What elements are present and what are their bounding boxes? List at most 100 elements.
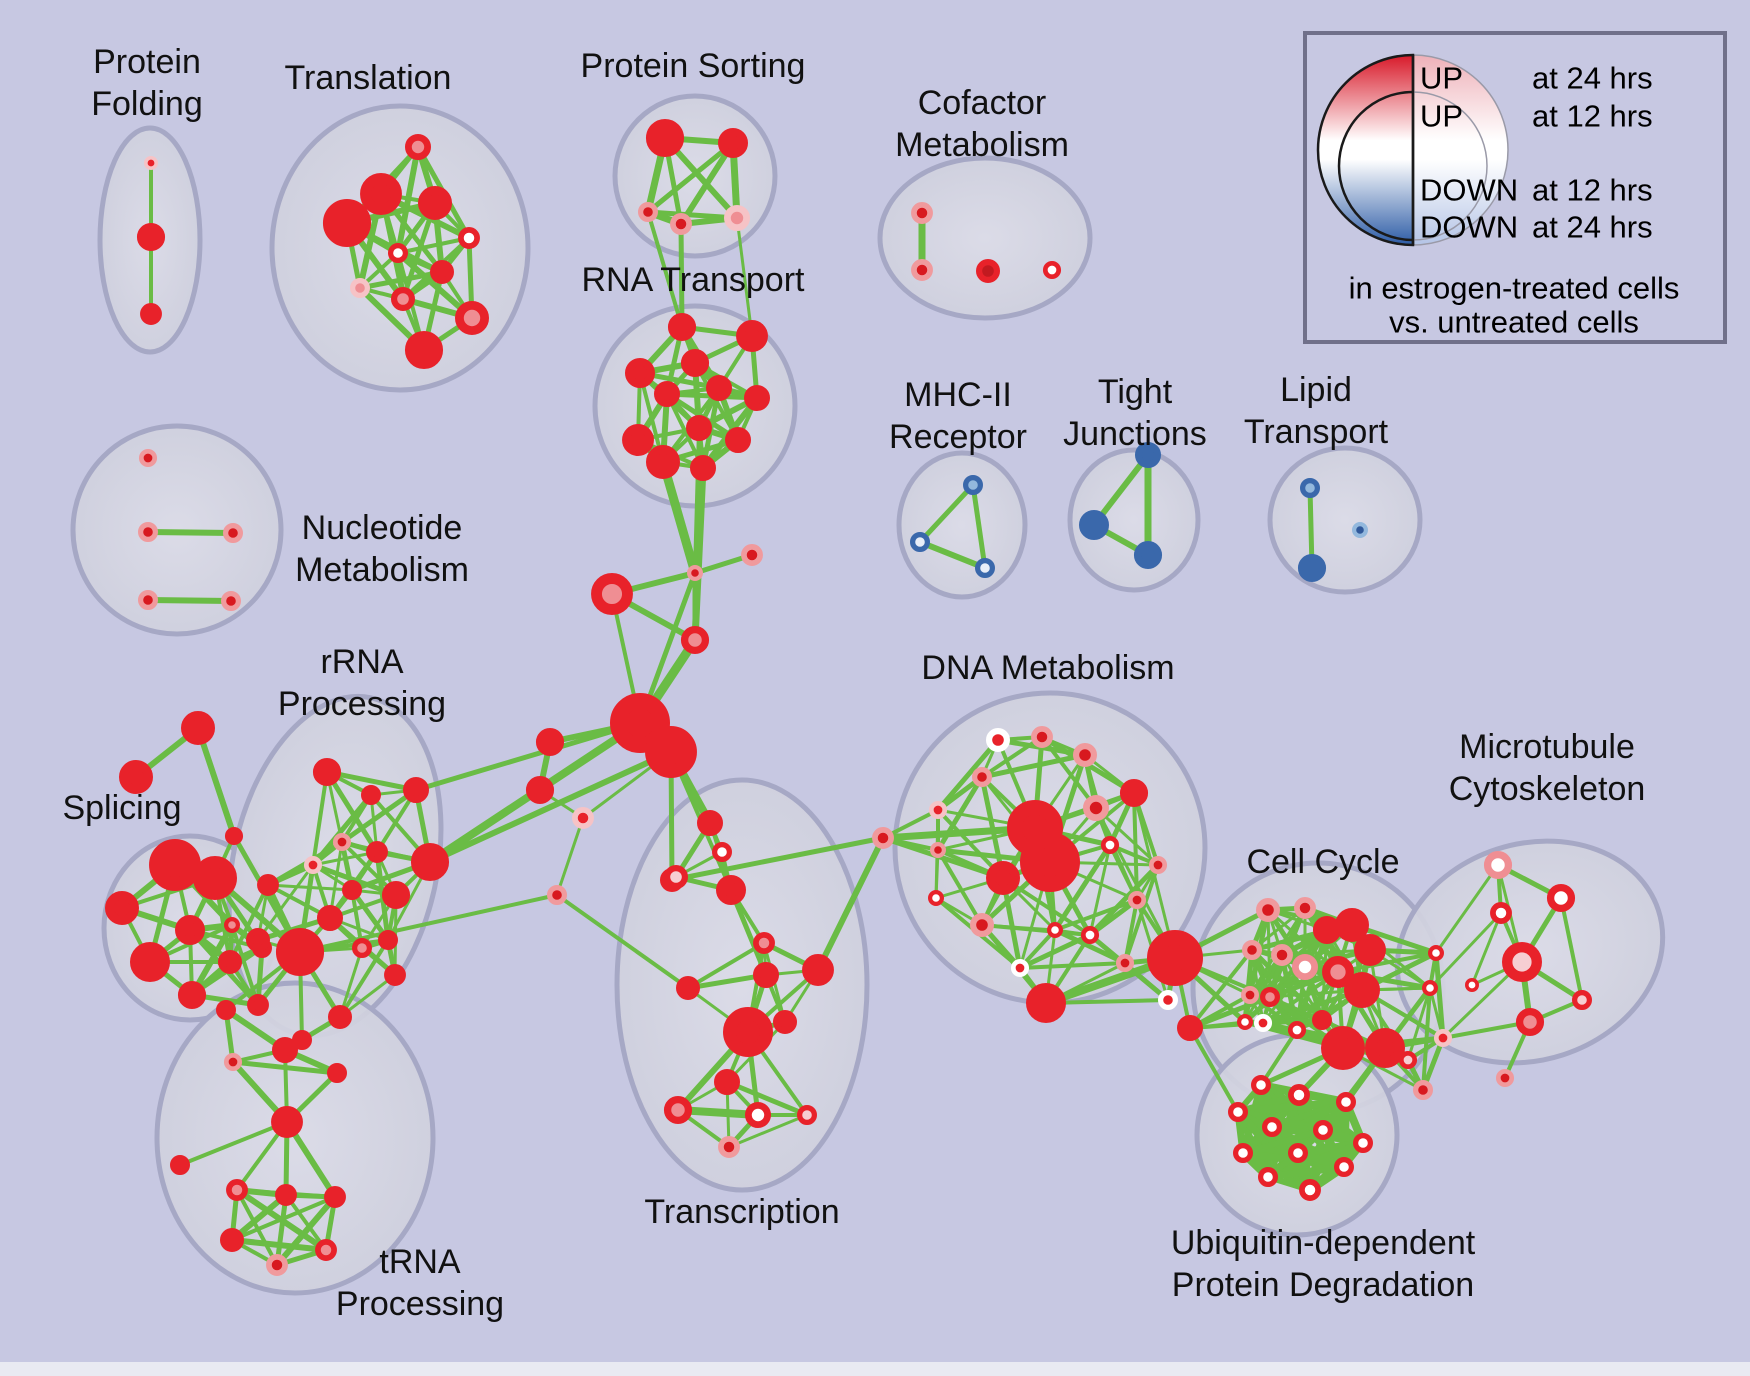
network-node-tn9 (324, 1186, 346, 1208)
network-edge (935, 737, 1001, 813)
network-node-sp6 (218, 949, 243, 974)
network-node-cc9 (1322, 956, 1354, 988)
network-node-dn16 (1127, 890, 1147, 910)
cluster-label-nucleotide-line1: Nucleotide (302, 509, 463, 547)
network-edge (979, 752, 1088, 780)
network-edge (1470, 911, 1503, 987)
network-node-t9 (391, 287, 416, 312)
network-node-cc25 (1421, 979, 1438, 996)
network-node-cn1 (686, 564, 703, 581)
network-node-cc18 (1364, 1027, 1405, 1068)
legend-row-time-1: at 12 hrs (1532, 99, 1653, 134)
network-edge (413, 720, 643, 793)
network-node-tc2 (711, 841, 732, 862)
network-node-rr5 (303, 855, 323, 875)
network-node-mt8 (1495, 1068, 1515, 1088)
network-edge (1040, 735, 1098, 810)
network-edge (936, 848, 984, 927)
network-edge (1018, 961, 1127, 970)
network-node-cc14 (1253, 1013, 1273, 1033)
cluster-label-trna-line2: Processing (336, 1285, 504, 1323)
cluster-label-translation-line1: Translation (285, 59, 452, 97)
network-edge (917, 482, 976, 545)
network-node-cc2 (1294, 897, 1316, 919)
network-node-tc5 (753, 932, 775, 954)
network-edge (1017, 932, 1093, 971)
network-node-ps3 (637, 202, 658, 223)
network-node-t2 (360, 173, 402, 215)
network-edge (658, 457, 700, 578)
network-node-tn7 (226, 1179, 248, 1201)
network-edge (555, 893, 690, 990)
network-node-dn13 (1148, 855, 1168, 875)
network-node-tj1 (1135, 441, 1162, 468)
network-node-dn5 (1119, 778, 1149, 808)
network-node-cc12 (1259, 986, 1280, 1007)
cluster-label-ubiquitin-line1: Ubiquitin-dependent (1171, 1224, 1476, 1262)
network-node-cc5 (1241, 939, 1262, 960)
legend-circle-left-half (1316, 53, 1415, 247)
network-node-dn7 (1083, 795, 1110, 822)
network-edge (357, 269, 445, 291)
network-node-h5 (572, 807, 594, 829)
network-node-dn10 (1020, 831, 1081, 892)
network-edge (727, 1113, 809, 1149)
network-node-cnL (872, 827, 894, 849)
legend-row-time-0: at 24 hrs (1532, 61, 1653, 96)
network-edge (284, 1193, 328, 1252)
cluster-label-cell_cycle-line1: Cell Cycle (1246, 843, 1399, 881)
network-node-sp2 (192, 856, 237, 901)
network-edge (880, 835, 1006, 881)
network-node-rr7 (410, 842, 450, 882)
network-node-h3 (535, 727, 565, 757)
network-node-tc4 (716, 875, 747, 906)
network-edge (917, 539, 988, 571)
network-node-dn14 (927, 889, 944, 906)
cluster-label-tight-line2: Junctions (1063, 415, 1207, 453)
network-node-tn8 (275, 1184, 297, 1206)
legend-inner-circle-right (1412, 91, 1488, 241)
network-node-ub4 (1227, 1101, 1248, 1122)
network-node-t8 (350, 278, 371, 299)
network-edge (338, 938, 390, 1019)
network-node-dn1 (985, 727, 1010, 752)
network-edge (230, 1195, 337, 1242)
network-edge (228, 883, 270, 964)
network-node-sp4 (174, 915, 205, 946)
network-node-cn4 (680, 625, 710, 655)
network-edge (1434, 863, 1500, 955)
network-node-rt7 (744, 384, 771, 411)
network-node-rr17 (257, 874, 279, 896)
cluster-label-microtubule-line1: Microtubule (1459, 728, 1635, 766)
cluster-label-microtubule-line2: Cytoskeleton (1449, 770, 1646, 808)
network-node-nu1 (138, 448, 158, 468)
network-node-nu5 (221, 590, 242, 611)
cluster-label-dna-line1: DNA Metabolism (921, 649, 1174, 687)
network-node-lp2 (1297, 553, 1327, 583)
network-node-rr15 (384, 964, 406, 986)
network-node-nu4 (138, 589, 159, 610)
legend-row-time-2: at 12 hrs (1532, 173, 1653, 208)
network-node-dn3 (1072, 742, 1097, 767)
network-node-ub6 (1312, 1119, 1333, 1140)
network-node-tn4 (327, 1062, 348, 1083)
network-node-tc1 (697, 810, 724, 837)
network-edge (555, 816, 585, 897)
cluster-label-cofactor-line2: Metabolism (895, 126, 1069, 164)
network-node-ub8 (1232, 1142, 1253, 1163)
network-node-nu3 (223, 522, 244, 543)
legend-row-dir-1: UP (1420, 99, 1463, 134)
network-node-cc1 (1255, 897, 1280, 922)
network-node-tj3 (1133, 540, 1163, 570)
network-edge (1087, 862, 1161, 938)
network-node-trC (224, 826, 244, 846)
network-edge (178, 1120, 289, 1167)
network-node-mt2 (1546, 883, 1576, 913)
network-node-nu2 (138, 521, 159, 542)
network-node-dn6 (928, 800, 948, 820)
cluster-ellipse-mhc (896, 450, 1028, 600)
network-edge (1132, 791, 1177, 960)
network-node-t6 (388, 243, 409, 264)
